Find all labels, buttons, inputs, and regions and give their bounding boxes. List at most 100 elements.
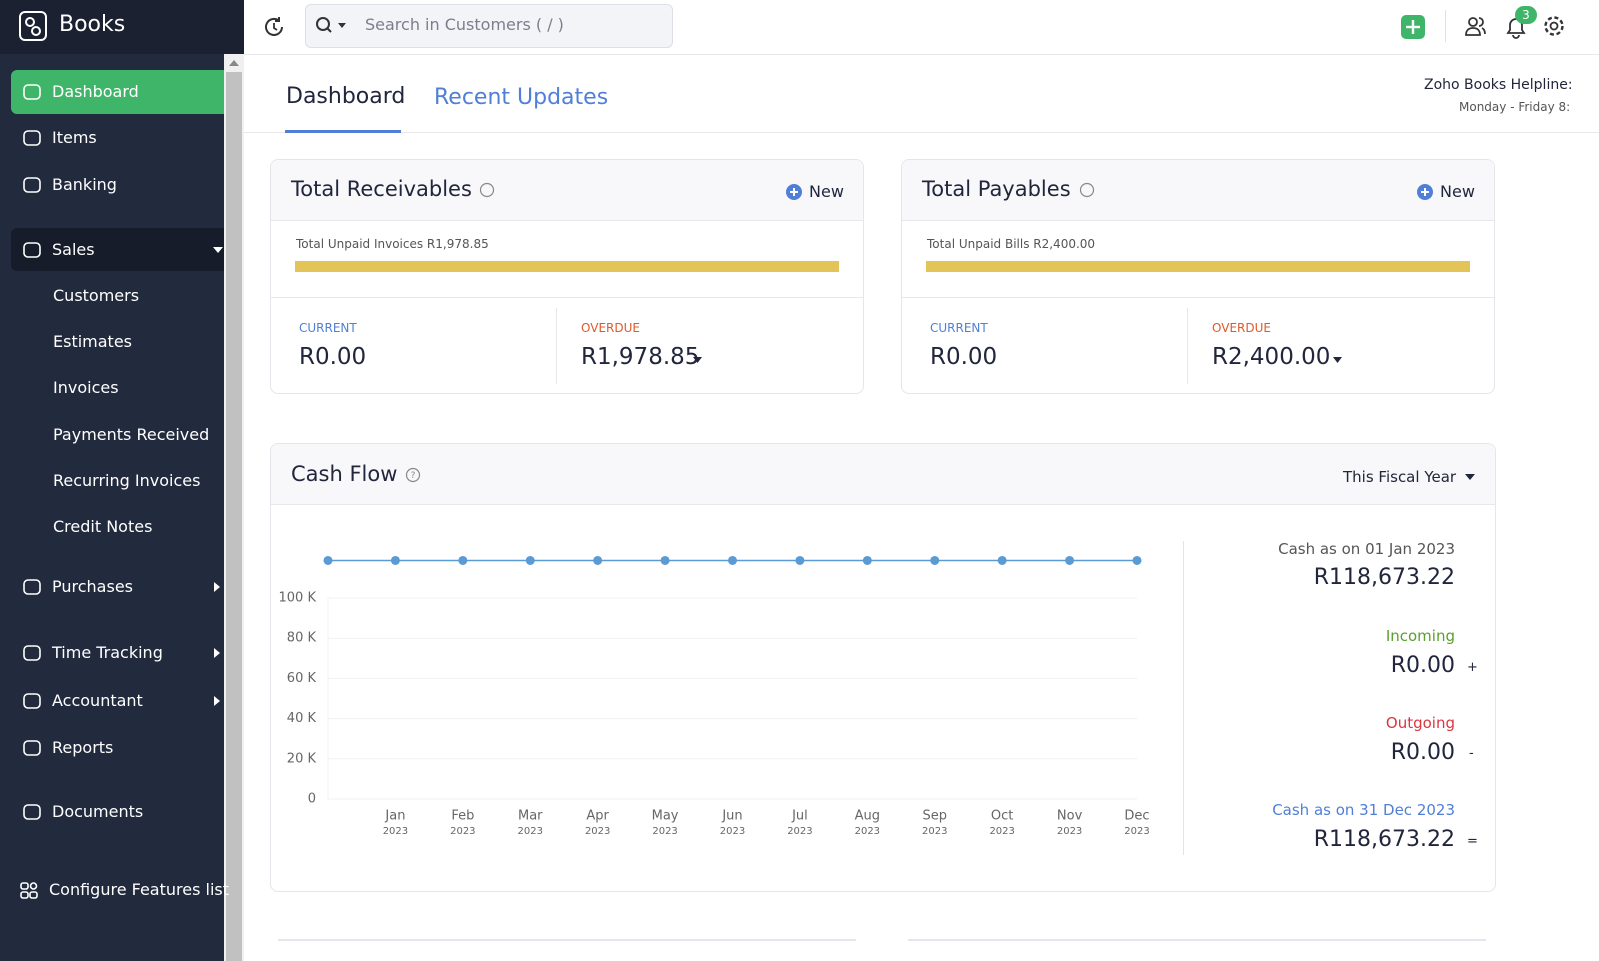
nav-item[interactable]: Banking: [52, 175, 117, 194]
new-icon[interactable]: [1416, 183, 1434, 201]
nav-caret[interactable]: [212, 696, 224, 706]
unpaid-label: Total Unpaid Invoices R1,978.85: [296, 237, 489, 251]
brand-name: Books: [59, 12, 126, 37]
nav-icon[interactable]: [22, 691, 42, 711]
current-amount: R0.00: [930, 344, 998, 370]
caret: [214, 696, 220, 706]
nav-icon[interactable]: [22, 175, 42, 195]
search-icon[interactable]: [314, 15, 354, 37]
nav-caret[interactable]: [212, 648, 224, 658]
nav-caret[interactable]: [212, 245, 224, 255]
nav-item[interactable]: Accountant: [52, 691, 143, 710]
overdue-amount[interactable]: R1,978.85: [581, 344, 700, 370]
scroll-thumb[interactable]: [226, 72, 242, 961]
icon-shape: [23, 804, 41, 820]
nav-item[interactable]: Recurring Invoices: [53, 471, 201, 490]
help-icon[interactable]: ?: [405, 467, 421, 483]
unpaid-label: Total Unpaid Bills R2,400.00: [927, 237, 1096, 251]
plus: [790, 188, 798, 196]
overdue-caret[interactable]: [1332, 355, 1344, 365]
brand-logo: [19, 11, 47, 41]
closing-label: Cash as on 31 Dec 2023: [1272, 801, 1455, 819]
help-icon[interactable]: [1079, 182, 1095, 198]
overdue-label: OVERDUE: [581, 321, 640, 335]
cash-flow-card: Cash Flow ? This Fiscal Year Cash as on …: [270, 443, 1496, 892]
nav-item[interactable]: Credit Notes: [53, 517, 153, 536]
nav-item[interactable]: Customers: [53, 286, 140, 305]
nav-item[interactable]: Documents: [52, 802, 144, 821]
overdue-label: OVERDUE: [1212, 321, 1271, 335]
nav-icon[interactable]: [22, 802, 42, 822]
card-title: Total Receivables: [291, 177, 472, 201]
nav-icon[interactable]: [22, 643, 42, 663]
nav-item[interactable]: Reports: [52, 738, 114, 757]
unpaid-bar: [926, 261, 1470, 272]
next-card-edge: [278, 939, 856, 941]
nav-open-bg[interactable]: [11, 228, 224, 271]
configure-features[interactable]: Configure Features list: [49, 880, 230, 899]
nav-icon[interactable]: [22, 240, 42, 260]
closing-amount: R118,673.22: [1313, 827, 1455, 852]
helpline-hours: Monday - Friday 8:: [1459, 100, 1571, 114]
nav-icon[interactable]: [22, 128, 42, 148]
nav-item[interactable]: Estimates: [53, 332, 133, 351]
new-icon[interactable]: [785, 183, 803, 201]
settings-icon[interactable]: [1542, 14, 1568, 40]
next-card-edge: [908, 939, 1486, 941]
search-box[interactable]: [305, 4, 673, 48]
unpaid-bar: [295, 261, 839, 272]
tab-dashboard[interactable]: Dashboard: [286, 84, 406, 109]
divider: [1183, 541, 1184, 855]
card-header: [902, 160, 1494, 221]
scroll-up[interactable]: [228, 58, 240, 68]
card-header: [271, 444, 1495, 505]
search-placeholder[interactable]: Search in Customers ( / ): [365, 15, 564, 34]
outgoing-label: Outgoing: [1385, 714, 1455, 732]
summary-card: Total Payables New Total Unpaid Bills R2,4…: [901, 159, 1495, 394]
period-select[interactable]: This Fiscal Year: [1343, 468, 1457, 486]
sidebar: [0, 0, 224, 961]
nav-icon[interactable]: [22, 577, 42, 597]
notification-count[interactable]: 3: [1515, 6, 1537, 24]
icon-shape: [23, 242, 41, 258]
nav-item[interactable]: Dashboard: [52, 82, 139, 101]
help-circle: [1079, 182, 1095, 198]
history-icon[interactable]: [262, 14, 288, 40]
icon-shape: [23, 740, 41, 756]
incoming-amount: R0.00: [1390, 653, 1455, 678]
tab-recent-updates[interactable]: Recent Updates: [434, 85, 609, 110]
new-button[interactable]: New: [809, 182, 844, 201]
overdue-amount[interactable]: R2,400.00: [1212, 344, 1331, 370]
nav-item[interactable]: Sales: [52, 240, 95, 259]
current-label: CURRENT: [930, 321, 988, 335]
nav-item[interactable]: Purchases: [52, 577, 133, 596]
closing-sign: =: [1467, 834, 1478, 849]
scrollbar[interactable]: [224, 54, 244, 961]
period-caret[interactable]: [1464, 472, 1476, 482]
incoming-sign: +: [1467, 660, 1478, 675]
quick-create[interactable]: [1400, 14, 1426, 40]
cash-flow-title: Cash Flow: [291, 462, 398, 486]
column-divider: [1187, 308, 1188, 384]
nav-caret[interactable]: [212, 582, 224, 592]
help-icon[interactable]: [479, 182, 495, 198]
nav-item[interactable]: Time Tracking: [52, 643, 163, 662]
nav-active-bg[interactable]: [11, 70, 224, 114]
icon-shape: [23, 579, 41, 595]
opening-label: Cash as on 01 Jan 2023: [1278, 540, 1455, 558]
incoming-label: Incoming: [1385, 627, 1455, 645]
nav-item[interactable]: Payments Received: [53, 425, 210, 444]
card-divider: [271, 297, 863, 298]
users-icon[interactable]: [1463, 14, 1489, 40]
opening-amount: R118,673.22: [1313, 565, 1455, 590]
nav-item[interactable]: Invoices: [53, 378, 119, 397]
nav-icon[interactable]: [22, 82, 42, 102]
nav-icon[interactable]: [22, 738, 42, 758]
icon-shape: [23, 177, 41, 193]
nav-item[interactable]: Items: [52, 128, 97, 147]
overdue-caret[interactable]: [692, 355, 704, 365]
new-button[interactable]: New: [1440, 182, 1475, 201]
configure-icon: [20, 882, 38, 899]
plus: [1421, 188, 1429, 196]
